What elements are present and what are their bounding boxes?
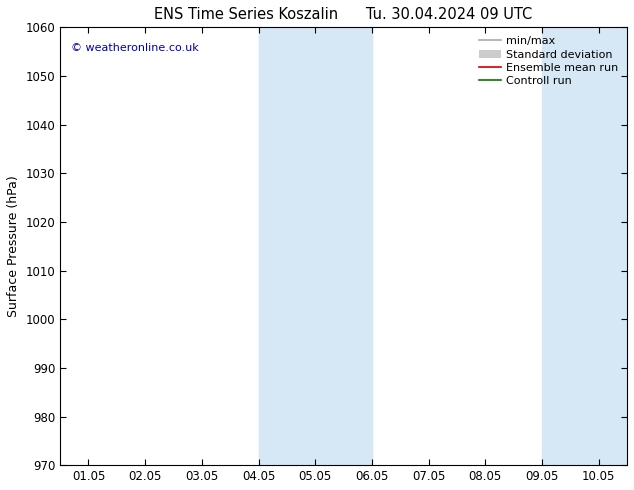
Bar bbox=[598, 27, 627, 465]
Y-axis label: Surface Pressure (hPa): Surface Pressure (hPa) bbox=[7, 175, 20, 317]
Bar bbox=[542, 27, 598, 465]
Title: ENS Time Series Koszalin      Tu. 30.04.2024 09 UTC: ENS Time Series Koszalin Tu. 30.04.2024 … bbox=[155, 7, 533, 22]
Bar bbox=[315, 27, 372, 465]
Text: © weatheronline.co.uk: © weatheronline.co.uk bbox=[72, 43, 199, 52]
Legend: min/max, Standard deviation, Ensemble mean run, Controll run: min/max, Standard deviation, Ensemble me… bbox=[476, 33, 621, 90]
Bar bbox=[259, 27, 315, 465]
